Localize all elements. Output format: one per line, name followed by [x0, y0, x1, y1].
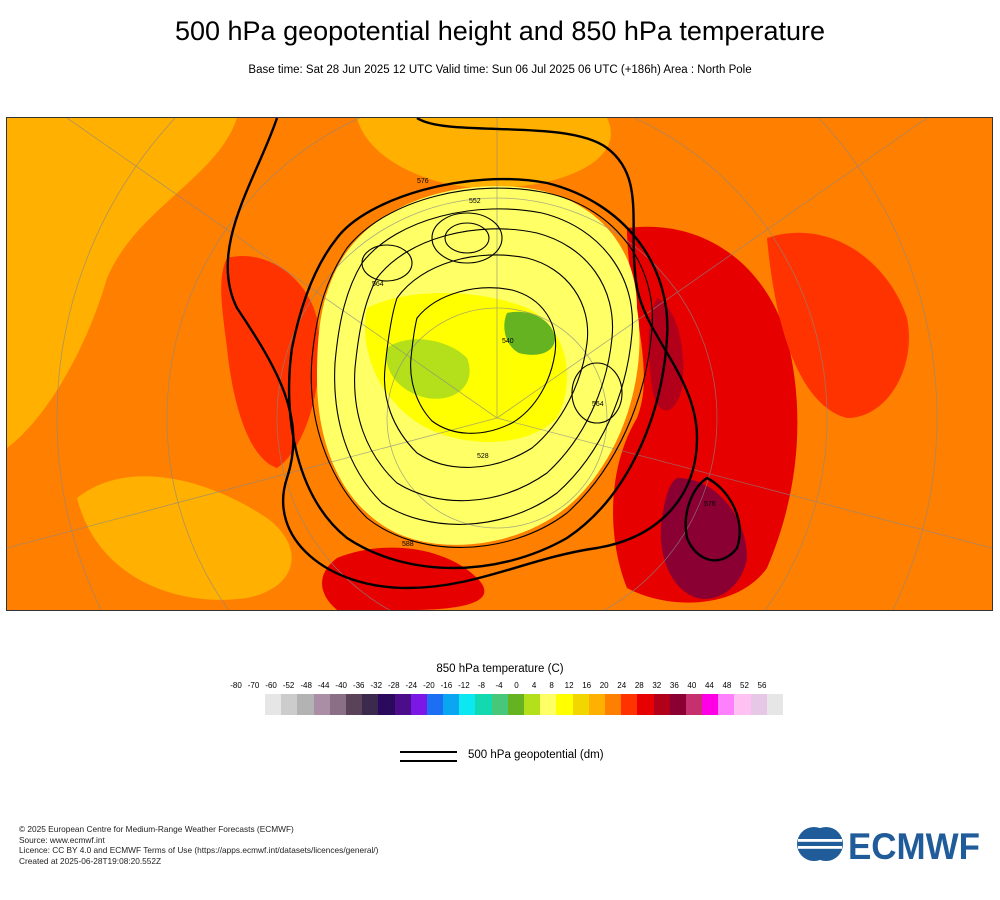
- legend-tick-label: -8: [477, 681, 486, 690]
- legend-tick-label: -4: [495, 681, 503, 690]
- legend-ticks: -80 -70 -60 -52 -48 -44 -40 -36 -32 -28 -24 -20 -16-…: [230, 681, 766, 693]
- legend-swatch: [265, 694, 282, 715]
- legend-swatch: [556, 694, 573, 715]
- legend-tick-label: 52: [740, 681, 749, 690]
- legend-tick-label: 8: [549, 681, 554, 690]
- legend-swatch: [653, 694, 670, 715]
- contour-label: 564: [592, 401, 604, 408]
- legend-tick-label: 44: [704, 681, 714, 690]
- geopotential-legend: 500 hPa geopotential (dm): [400, 748, 700, 766]
- legend-swatch: [313, 694, 330, 715]
- legend-swatch: [378, 694, 395, 715]
- legend-tick-label: 40: [687, 681, 697, 690]
- legend-swatch: [702, 694, 719, 715]
- legend-swatch: [604, 694, 622, 715]
- geopotential-legend-lines: [400, 751, 457, 763]
- legend-tick-label: 32: [652, 681, 662, 690]
- legend-tick-label: -12: [458, 681, 470, 690]
- legend-swatch: [475, 694, 492, 715]
- legend-swatch: [621, 694, 638, 715]
- contour-labels: 552 576 540 564 588 576 564 528: [372, 178, 716, 548]
- legend-swatch: [718, 694, 735, 715]
- legend-tick-label: 28: [634, 681, 644, 690]
- legend-tick-label: 56: [757, 681, 767, 690]
- legend-tick-label: 0: [514, 681, 519, 690]
- temperature-field-coldest-2: [504, 311, 555, 355]
- geopotential-contours-bold: [226, 118, 741, 590]
- legend-swatch: [540, 694, 557, 715]
- legend-swatch: [281, 694, 298, 715]
- legend-swatch: [669, 694, 686, 715]
- geopotential-contours: [310, 187, 653, 548]
- temperature-field-mild-west: [7, 118, 237, 448]
- footer-licence: Licence: CC BY 4.0 and ECMWF Terms of Us…: [19, 845, 379, 855]
- ecmwf-logo: ECMWF: [796, 826, 982, 867]
- legend-swatch: [637, 694, 654, 715]
- legend-swatch: [588, 694, 605, 715]
- legend-tick-label: -16: [440, 681, 453, 690]
- legend-swatch: [443, 694, 460, 715]
- legend-swatch: [750, 694, 767, 715]
- temperature-field-hot-east: [767, 232, 909, 418]
- legend-colorbar: [265, 694, 783, 715]
- contour-label: 588: [402, 541, 414, 548]
- legend-swatch: [329, 694, 346, 715]
- legend-title: 850 hPa temperature (C): [436, 663, 564, 675]
- legend-tick-label: 4: [531, 681, 537, 690]
- legend-tick-label: -48: [300, 681, 312, 690]
- legend-tick-label: 20: [599, 681, 609, 690]
- legend-swatch: [426, 694, 444, 715]
- legend-swatch: [766, 694, 783, 715]
- legend-swatch: [410, 694, 427, 715]
- temperature-field-mild-southwest: [77, 476, 292, 600]
- footer: © 2025 European Centre for Medium-Range …: [19, 824, 378, 866]
- legend-tick-label: -28: [388, 681, 400, 690]
- legend-tick-label: -60: [265, 681, 277, 690]
- contour-label: 528: [477, 453, 489, 460]
- legend-tick-label: -36: [352, 681, 365, 690]
- contour-label: 564: [372, 281, 384, 288]
- graticule: [7, 118, 992, 610]
- legend-tick-label: -20: [423, 681, 435, 690]
- legend-tick-label: -24: [405, 681, 418, 690]
- chart-title: 500 hPa geopotential height and 850 hPa …: [174, 16, 825, 46]
- contour-label: 540: [502, 338, 514, 345]
- legend-tick-label: -44: [317, 681, 330, 690]
- legend-tick-label: -40: [335, 681, 347, 690]
- north-pole-map: 552 576 540 564 588 576 564 528: [6, 117, 993, 611]
- legend-swatch: [345, 694, 363, 715]
- legend-tick-label: 12: [564, 681, 574, 690]
- contour-label: 552: [469, 198, 481, 205]
- contour-label: 576: [704, 501, 716, 508]
- legend-tick-label: -70: [247, 681, 260, 690]
- geopotential-legend-label: 500 hPa geopotential (dm): [468, 749, 604, 761]
- legend-tick-label: -80: [230, 681, 242, 690]
- temperature-field-mild-north: [357, 118, 611, 188]
- temperature-field-hot-south: [322, 547, 485, 610]
- legend-swatch: [459, 694, 476, 715]
- legend-tick-label: 16: [582, 681, 592, 690]
- legend-swatch: [491, 694, 508, 715]
- temperature-field-very-hot: [660, 478, 747, 599]
- footer-source: Source: www.ecmwf.int: [19, 834, 105, 845]
- legend-swatch: [524, 694, 541, 715]
- footer-copyright: © 2025 European Centre for Medium-Range …: [19, 824, 294, 834]
- legend-swatch: [685, 694, 703, 715]
- contour-label: 576: [417, 178, 429, 185]
- chart-subtitle: Base time: Sat 28 Jun 2025 12 UTC Valid …: [248, 64, 752, 76]
- legend-tick-label: 48: [722, 681, 732, 690]
- legend-swatch: [362, 694, 379, 715]
- legend-swatch: [734, 694, 751, 715]
- legend-swatch: [394, 694, 411, 715]
- legend-swatch: [572, 694, 589, 715]
- footer-created: Created at 2025-06-28T19:08:20.552Z: [19, 855, 162, 866]
- legend-swatch: [507, 694, 524, 715]
- svg-text:ECMWF: ECMWF: [848, 826, 980, 862]
- legend-tick-label: 24: [617, 681, 627, 690]
- legend-tick-label: -52: [282, 681, 295, 690]
- legend-swatch: [297, 694, 314, 715]
- legend-tick-label: -32: [370, 681, 383, 690]
- legend-tick-label: 36: [669, 681, 679, 690]
